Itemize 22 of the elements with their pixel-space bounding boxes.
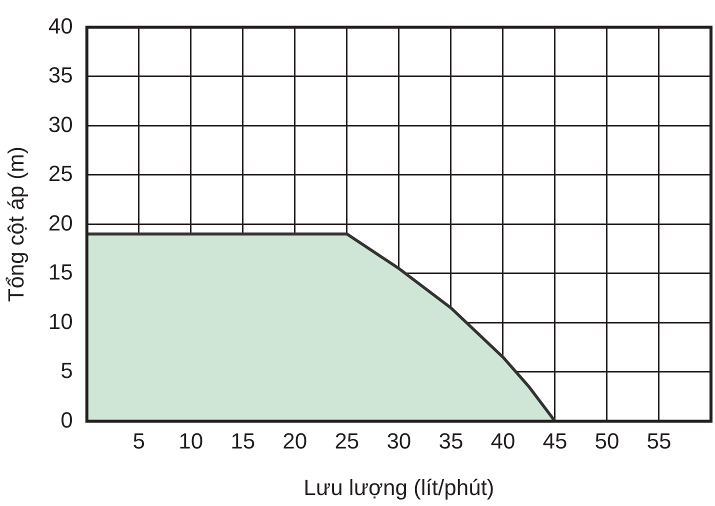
y-tick-label: 35 [48, 62, 73, 88]
x-tick-label: 30 [386, 428, 412, 454]
x-tick-label: 10 [178, 428, 204, 454]
y-tick-label: 40 [48, 13, 73, 38]
x-tick-label: 50 [594, 428, 620, 454]
x-tick-label: 35 [438, 428, 464, 454]
x-axis-title: Lưu lượng (lít/phút) [304, 474, 494, 500]
y-tick-label: 5 [60, 358, 73, 384]
x-tick-label: 5 [132, 428, 146, 454]
y-tick-label: 25 [48, 161, 73, 186]
y-axis-title: Tổng cột áp (m) [3, 146, 28, 302]
x-tick-label: 15 [230, 428, 256, 454]
x-tick-label: 55 [646, 428, 672, 454]
x-tick-label: 40 [490, 428, 516, 454]
x-tick-label: 25 [334, 428, 360, 454]
y-tick-label: 20 [48, 210, 73, 236]
y-tick-label: 15 [48, 260, 73, 285]
x-tick-label: 20 [282, 428, 308, 454]
y-tick-label: 0 [60, 407, 73, 432]
y-tick-label: 30 [48, 112, 73, 137]
x-tick-label: 45 [542, 428, 568, 454]
y-tick-label: 10 [48, 308, 73, 334]
